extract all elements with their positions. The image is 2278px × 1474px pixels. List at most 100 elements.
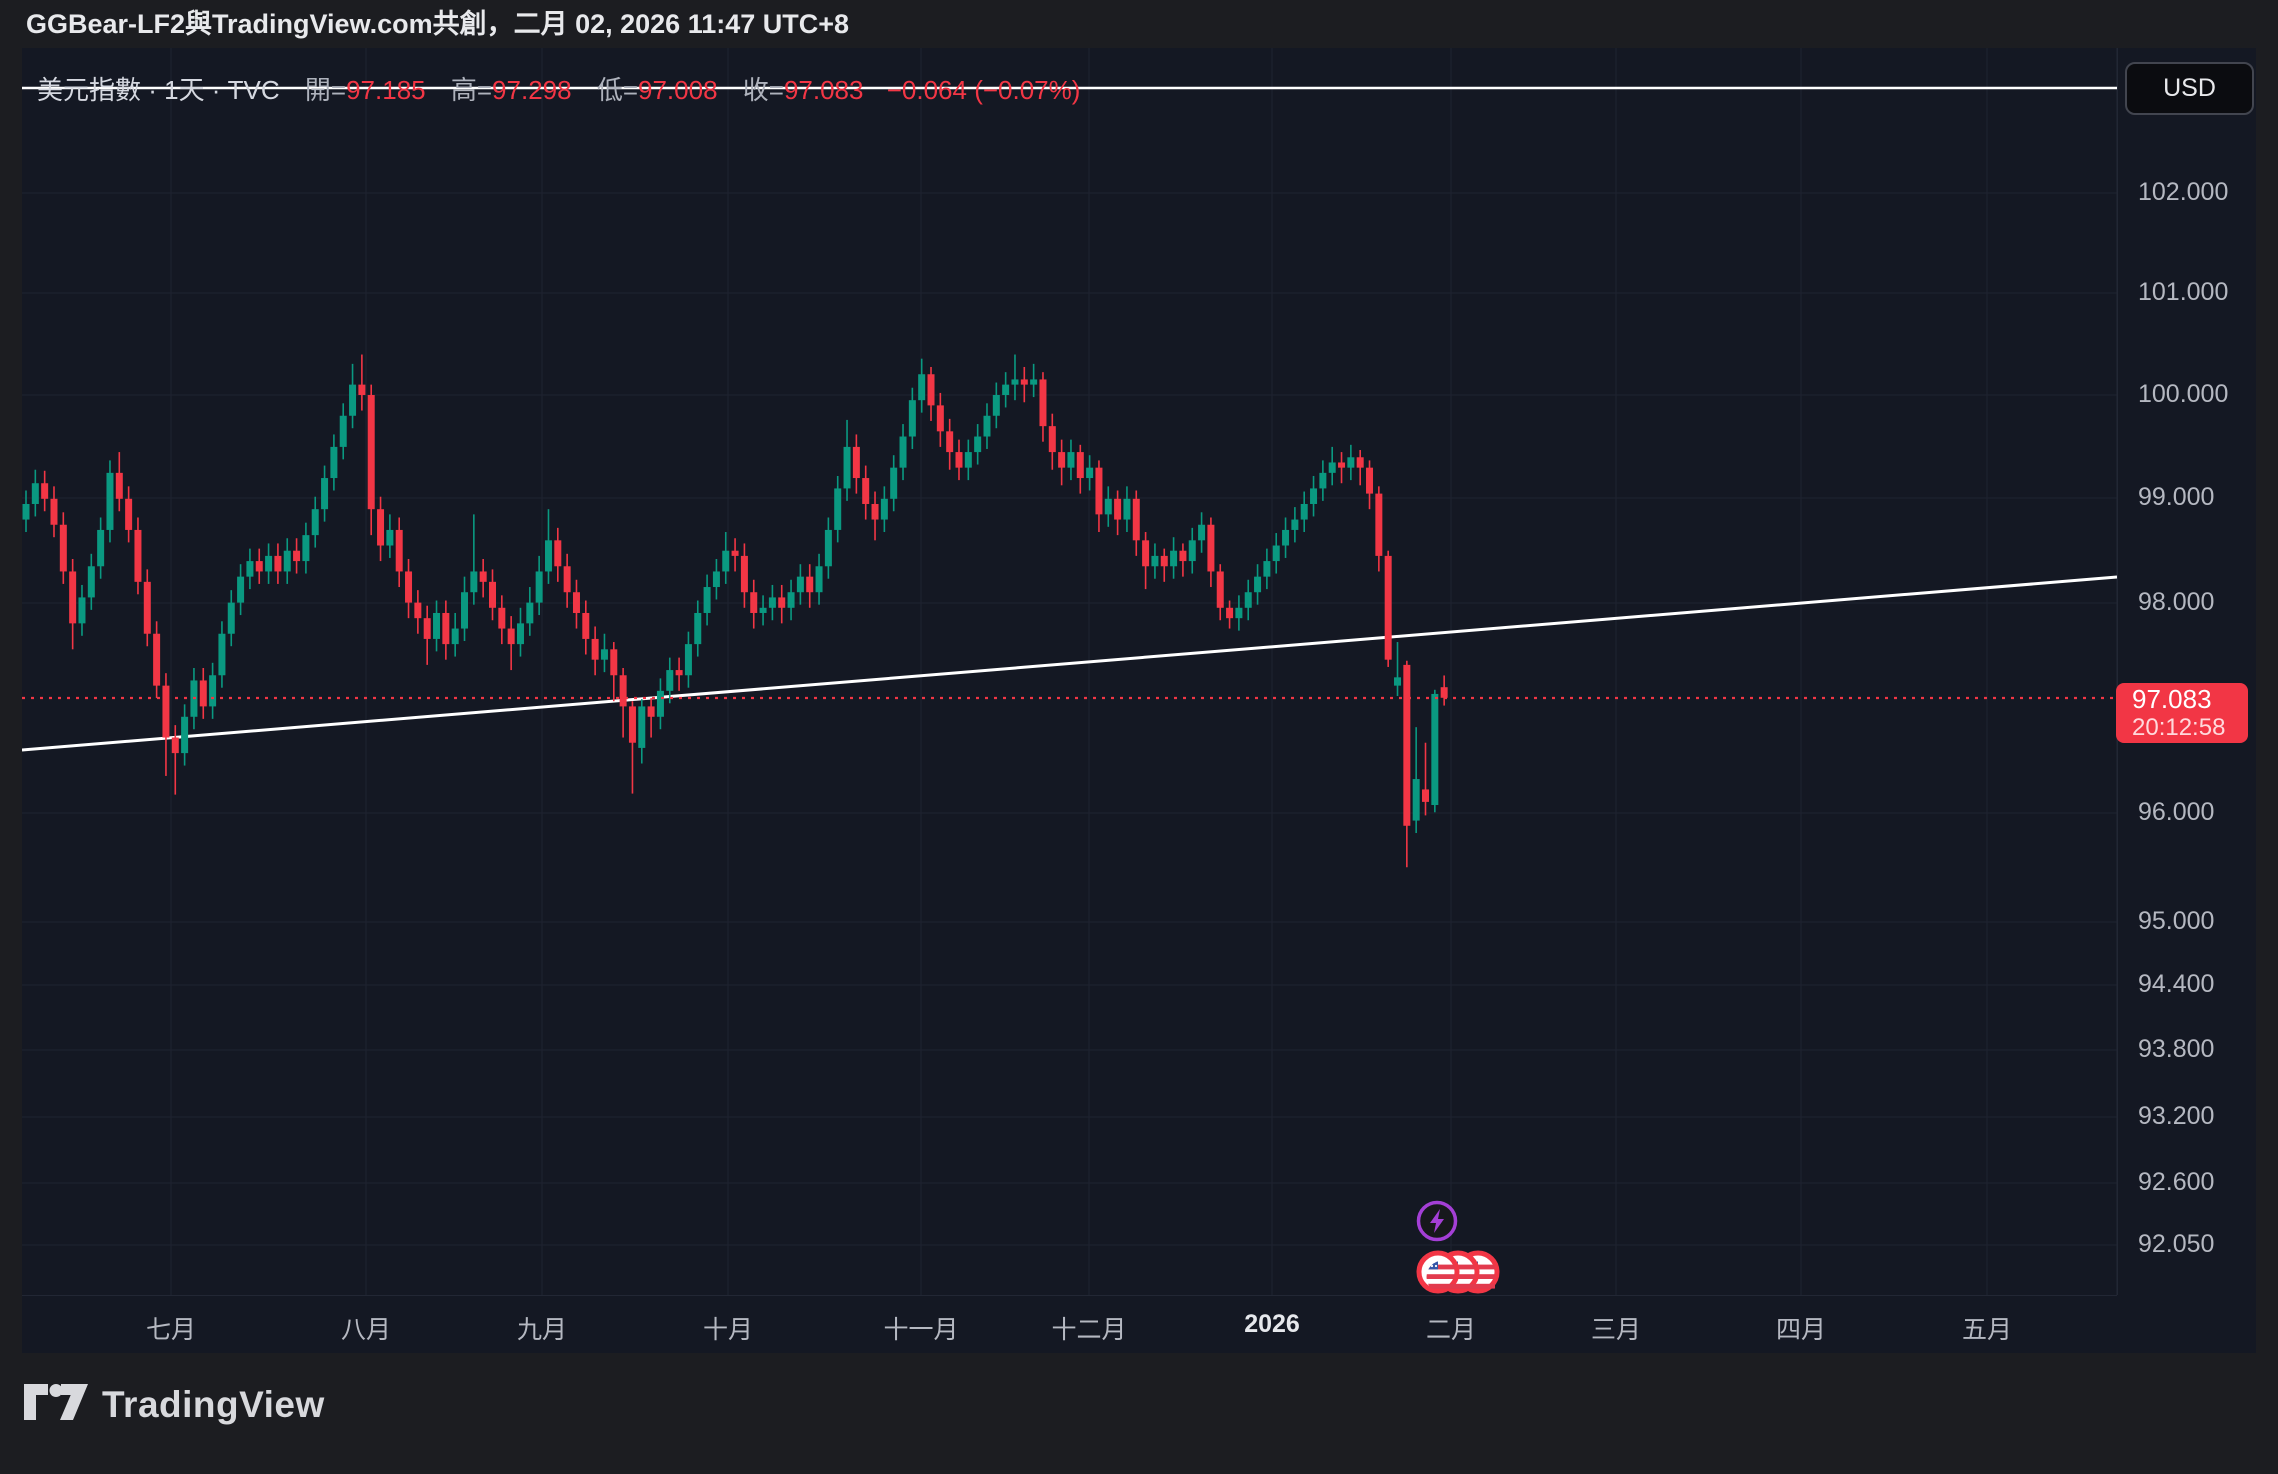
chart-container[interactable]: 美元指數 · 1天 · TVC 開=97.185 高=97.298 低=97.0… (22, 48, 2256, 1353)
candle-body (1086, 467, 1094, 479)
candle-body (349, 384, 357, 416)
price-axis-label: 93.200 (2138, 1102, 2215, 1130)
candle-body (283, 550, 291, 572)
candle-body (1188, 540, 1196, 562)
candle-body (899, 436, 907, 468)
candle-body (87, 566, 95, 598)
symbol-title[interactable]: 美元指數 · 1天 · TVC (37, 75, 280, 105)
price-axis-label: 98.000 (2138, 588, 2215, 616)
candle-body (535, 571, 543, 603)
candle-body (1104, 498, 1112, 515)
candle-body (1422, 789, 1429, 802)
candle-body (1394, 677, 1402, 686)
candle-body (862, 478, 870, 504)
candle-body (927, 374, 935, 406)
candle-body (442, 612, 450, 645)
candle-body (498, 607, 506, 629)
trendline[interactable] (22, 575, 2118, 752)
candle-body (675, 670, 683, 676)
candle-body (1366, 467, 1374, 494)
currency-button[interactable]: USD (2125, 62, 2254, 115)
candle-body (31, 483, 39, 504)
candle-body (1431, 693, 1439, 806)
candle-body (1291, 519, 1299, 530)
candle-body (395, 529, 403, 572)
candle-body (1328, 462, 1336, 473)
economic-event-icon[interactable] (1416, 1200, 1458, 1242)
candle-body (386, 529, 394, 546)
candle-body (405, 571, 413, 603)
page-title: GGBear-LF2與TradingView.com共創，二月 02, 2026… (26, 9, 850, 39)
candle-body (1048, 426, 1056, 453)
price-axis-label: 101.000 (2138, 278, 2229, 306)
candle-body (1160, 555, 1168, 567)
price-axis-label: 96.000 (2138, 798, 2215, 826)
candle-body (1151, 555, 1159, 567)
candle-body (1020, 379, 1028, 385)
candle-body (787, 592, 795, 608)
candle-body (806, 576, 814, 593)
candle-body (451, 628, 459, 645)
candle-body (778, 597, 786, 608)
candle-body (181, 716, 189, 754)
tradingview-brand[interactable]: TradingView (23, 1383, 325, 1427)
brand-name: TradingView (102, 1384, 325, 1425)
price-axis-label: 95.000 (2138, 907, 2215, 935)
candle-body (572, 592, 580, 613)
candle-body (470, 571, 478, 593)
candle-body (1263, 561, 1271, 577)
candle-body (600, 649, 608, 660)
candle-body (712, 571, 720, 588)
candle-body (227, 602, 235, 634)
candle-body (656, 690, 664, 717)
candle-body (1226, 607, 1234, 619)
candle-body (1076, 452, 1084, 479)
price-axis-label: 102.000 (2138, 178, 2229, 206)
candle-body (1403, 664, 1411, 826)
us-flag-event-icon[interactable] (1416, 1250, 1460, 1294)
time-axis-label: 十一月 (883, 1316, 959, 1344)
time-axis-label: 四月 (1775, 1316, 1827, 1344)
candle-body (339, 415, 347, 447)
candle-body (731, 550, 739, 556)
candle-body (516, 623, 524, 645)
tradingview-logo-icon (24, 1384, 88, 1420)
candle-body (591, 638, 599, 660)
candle-body (171, 737, 179, 754)
change-value: −0.064 (−0.07%) (886, 75, 1081, 105)
price-axis[interactable]: 102.000 101.000 100.000 99.000 98.000 96.000 9… (2117, 48, 2257, 1295)
candle-body (302, 535, 310, 562)
candle-body (834, 488, 842, 530)
price-axis-label: 99.000 (2138, 483, 2215, 511)
candle-body (1067, 452, 1075, 468)
candlestick-plot[interactable] (22, 48, 2256, 1353)
candle-body (1170, 550, 1178, 567)
candle-body (1058, 452, 1066, 468)
candle-body (694, 612, 702, 645)
candle-body (1310, 488, 1318, 504)
candle-body (880, 498, 888, 520)
chart-header: GGBear-LF2與TradingView.com共創，二月 02, 2026… (0, 0, 2278, 48)
candle-body (1179, 550, 1187, 562)
price-axis-label: 94.400 (2138, 970, 2215, 998)
price-axis-label: 92.600 (2138, 1168, 2215, 1196)
close-label: 收= (742, 75, 784, 105)
price-axis-label: 100.000 (2138, 380, 2229, 408)
candle-body (1412, 779, 1420, 821)
candle-body (507, 628, 515, 645)
candle-body (1254, 576, 1262, 593)
candle-body (1207, 524, 1215, 572)
time-axis[interactable]: 七月 八月 九月 十月 十一月 十二月 2026 二月 三月 四月 五月 (22, 1295, 2117, 1354)
candle-body (367, 395, 375, 510)
time-axis-label: 十月 (702, 1316, 754, 1344)
candle-body (964, 452, 972, 468)
price-axis-label: 92.050 (2138, 1230, 2215, 1258)
candle-body (619, 675, 627, 707)
candle-body (78, 597, 86, 624)
candle-body (97, 529, 105, 567)
candle-body (1123, 498, 1131, 520)
symbol-legend[interactable]: 美元指數 · 1天 · TVC 開=97.185 高=97.298 低=97.0… (37, 74, 1080, 106)
candle-body (918, 374, 926, 401)
candle-body (890, 467, 898, 499)
